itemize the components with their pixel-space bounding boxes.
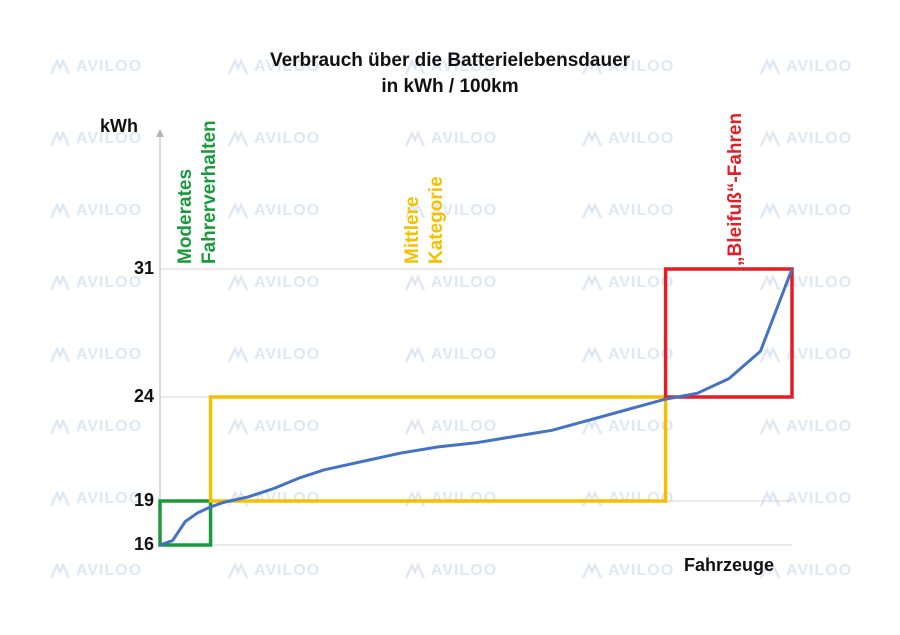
category-label-2: Mittlere Kategorie bbox=[402, 176, 447, 264]
y-tick-label: 31 bbox=[133, 258, 154, 278]
category-label-3: „Bleifuß“-Fahren bbox=[725, 112, 746, 266]
category-box-1 bbox=[158, 499, 213, 547]
category-label-1: Moderates Fahrerverhalten bbox=[175, 120, 220, 264]
chart-title: Verbrauch über die Batterielebensdauer i… bbox=[200, 48, 700, 100]
category-box-3 bbox=[663, 267, 794, 399]
x-axis-label: Fahrzeuge bbox=[684, 555, 775, 575]
y-axis-label: kWh bbox=[100, 116, 138, 136]
y-tick-label: 24 bbox=[133, 386, 154, 406]
chart-title-line1: Verbrauch über die Batterielebensdauer bbox=[269, 50, 631, 71]
chart-subtitle: in kWh / 100km bbox=[381, 76, 519, 97]
category-box-2 bbox=[208, 395, 668, 503]
y-tick-label: 19 bbox=[133, 490, 154, 510]
y-tick-label: 16 bbox=[133, 534, 154, 554]
y-axis-arrow-icon bbox=[156, 129, 164, 137]
consumption-line bbox=[159, 268, 794, 547]
